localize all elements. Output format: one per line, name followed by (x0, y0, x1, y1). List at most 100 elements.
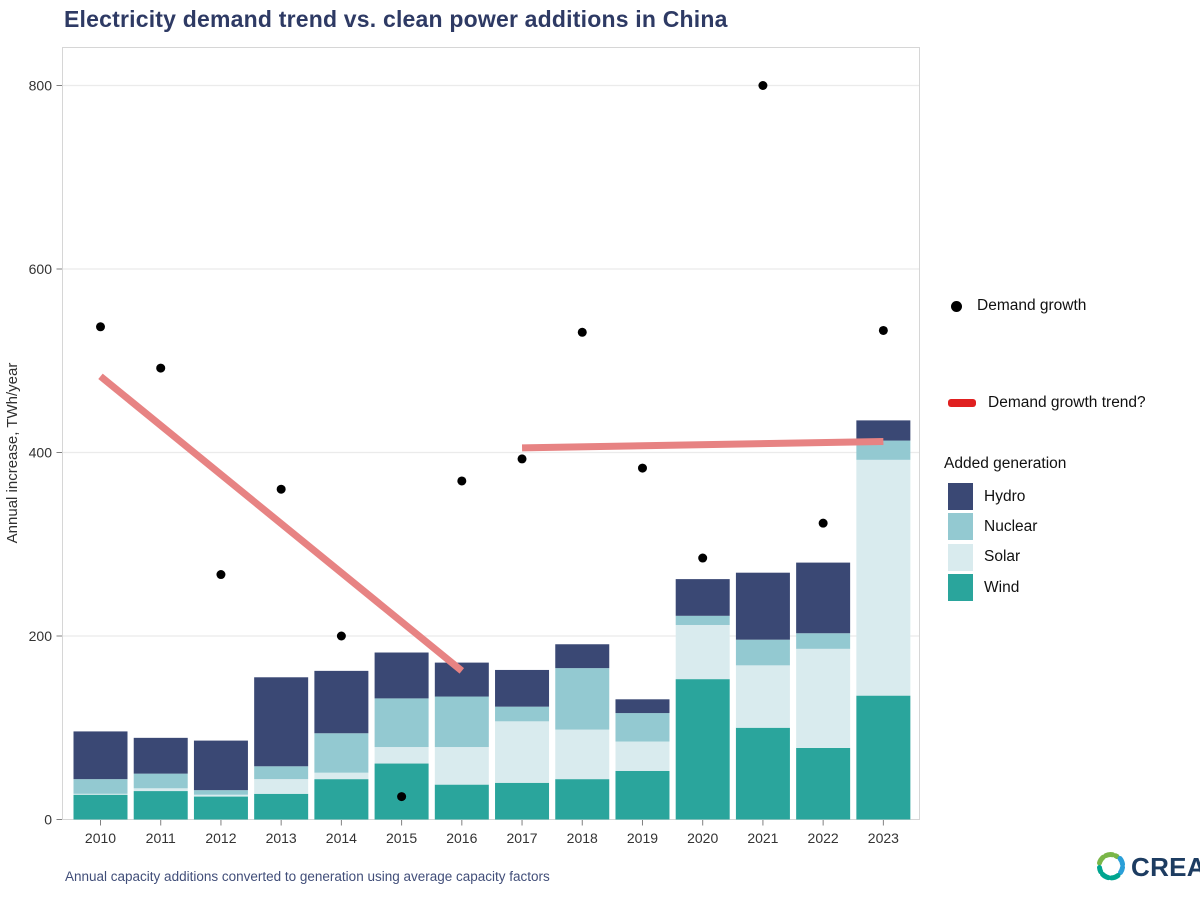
x-tick-label: 2012 (205, 830, 236, 846)
x-tick-label: 2020 (687, 830, 718, 846)
demand-dot-2016 (457, 476, 467, 486)
bar-segment-wind-2017 (495, 782, 550, 820)
bar-segment-wind-2018 (555, 779, 610, 820)
chart-caption: Annual capacity additions converted to g… (65, 869, 550, 884)
demand-dot-2018 (577, 327, 587, 337)
demand-dot-2021 (758, 81, 768, 90)
x-tick-label: 2011 (146, 830, 176, 846)
bar-segment-wind-2021 (735, 727, 790, 820)
demand-dot-2014 (336, 631, 346, 641)
trend-line-segment-1 (98, 373, 465, 674)
bar-segment-hydro-2010 (73, 731, 128, 780)
bar-segment-hydro-2023 (856, 420, 911, 441)
demand-dot-2015 (397, 792, 407, 802)
x-tick-label: 2013 (266, 830, 297, 846)
x-tick-label: 2021 (747, 830, 778, 846)
bar-segment-nuclear-2010 (73, 779, 128, 794)
bar-segment-wind-2013 (254, 793, 309, 820)
legend-item-demand-trend: Demand growth trend? (948, 394, 1146, 412)
x-tick-label: 2019 (627, 830, 658, 846)
bar-segment-solar-2015 (374, 747, 429, 764)
chart-title: Electricity demand trend vs. clean power… (64, 6, 728, 32)
bar-segment-solar-2016 (434, 747, 489, 785)
legend-label-demand-trend: Demand growth trend? (988, 394, 1146, 411)
bar-segment-nuclear-2018 (555, 668, 610, 730)
bar-segment-nuclear-2013 (254, 766, 309, 780)
demand-dot-2022 (818, 518, 828, 528)
demand-growth-dot-icon (951, 300, 962, 312)
bar-segment-hydro-2018 (555, 644, 610, 669)
bar-segment-hydro-2015 (374, 652, 429, 699)
bar-segment-nuclear-2022 (796, 633, 851, 649)
bar-segment-solar-2019 (615, 741, 670, 771)
x-tick-label: 2017 (506, 830, 537, 846)
bar-segment-solar-2022 (796, 648, 851, 748)
bar-segment-nuclear-2016 (434, 696, 489, 748)
x-tick-label: 2023 (868, 830, 899, 846)
trend-line-segment-2 (521, 437, 884, 452)
trend-line-key-icon (948, 399, 976, 407)
x-tick-label: 2015 (386, 830, 417, 846)
hydro-swatch-icon (948, 483, 973, 510)
y-tick-label: 0 (44, 812, 52, 828)
bar-segment-nuclear-2015 (374, 698, 429, 748)
x-tick-label: 2022 (808, 830, 839, 846)
legend-label-wind: Wind (984, 578, 1020, 596)
bar-segment-wind-2022 (796, 747, 851, 820)
wind-swatch-icon (948, 574, 973, 602)
demand-dot-2019 (637, 463, 647, 473)
bar-segment-solar-2021 (735, 665, 790, 728)
bar-segment-wind-2020 (675, 679, 730, 820)
y-tick-label: 200 (29, 628, 53, 644)
bar-segment-hydro-2013 (254, 677, 309, 767)
bar-segment-wind-2023 (856, 695, 911, 820)
bar-segment-nuclear-2023 (856, 440, 911, 460)
bar-segment-wind-2012 (193, 796, 248, 820)
demand-dot-2011 (156, 363, 166, 373)
bar-segment-solar-2014 (314, 772, 369, 780)
bar-segment-nuclear-2021 (735, 639, 790, 666)
bar-segment-hydro-2019 (615, 699, 670, 714)
nuclear-swatch-icon (948, 513, 973, 541)
bar-segment-nuclear-2017 (495, 706, 550, 722)
legend-label-solar: Solar (984, 548, 1021, 566)
demand-dot-2020 (698, 553, 708, 563)
bar-segment-solar-2012 (193, 794, 248, 797)
bar-segment-hydro-2020 (675, 579, 730, 616)
x-tick-label: 2018 (567, 830, 598, 846)
x-tick-label: 2016 (446, 830, 477, 846)
bar-segment-solar-2018 (555, 729, 610, 780)
legend-item-wind: Wind (948, 574, 1037, 602)
plot-panel (62, 47, 920, 820)
legend-title-added-generation: Added generation (944, 455, 1067, 472)
demand-dot-2017 (517, 454, 527, 464)
bar-segment-wind-2010 (73, 794, 128, 820)
legend-added-generation-list: Hydro Nuclear Solar Wind (948, 483, 1037, 605)
solar-swatch-icon (948, 543, 973, 571)
bar-segment-nuclear-2019 (615, 713, 670, 742)
bar-segment-wind-2011 (133, 791, 188, 820)
bar-segment-hydro-2014 (314, 670, 369, 734)
demand-dot-2023 (878, 325, 888, 335)
legend-item-hydro: Hydro (948, 483, 1037, 510)
y-axis-title: Annual increase, TWh/year (4, 363, 21, 544)
bar-segment-nuclear-2012 (193, 790, 248, 795)
demand-dot-2013 (276, 484, 286, 494)
legend-item-solar: Solar (948, 543, 1037, 571)
bar-segment-nuclear-2011 (133, 773, 188, 789)
bar-segment-hydro-2021 (735, 572, 790, 640)
x-tick-label: 2014 (326, 830, 357, 846)
bar-segment-nuclear-2014 (314, 733, 369, 773)
y-tick-label: 800 (29, 78, 53, 94)
bar-segment-solar-2023 (856, 459, 911, 696)
bar-segment-wind-2016 (434, 784, 489, 820)
bar-segment-solar-2017 (495, 721, 550, 783)
bar-segment-wind-2014 (314, 779, 369, 820)
y-tick-label: 600 (29, 261, 53, 277)
demand-dot-2010 (96, 322, 105, 332)
legend-item-demand-growth: Demand growth (951, 297, 1086, 315)
brand-logo: CREA (1094, 851, 1200, 883)
legend-label-nuclear: Nuclear (984, 517, 1038, 535)
